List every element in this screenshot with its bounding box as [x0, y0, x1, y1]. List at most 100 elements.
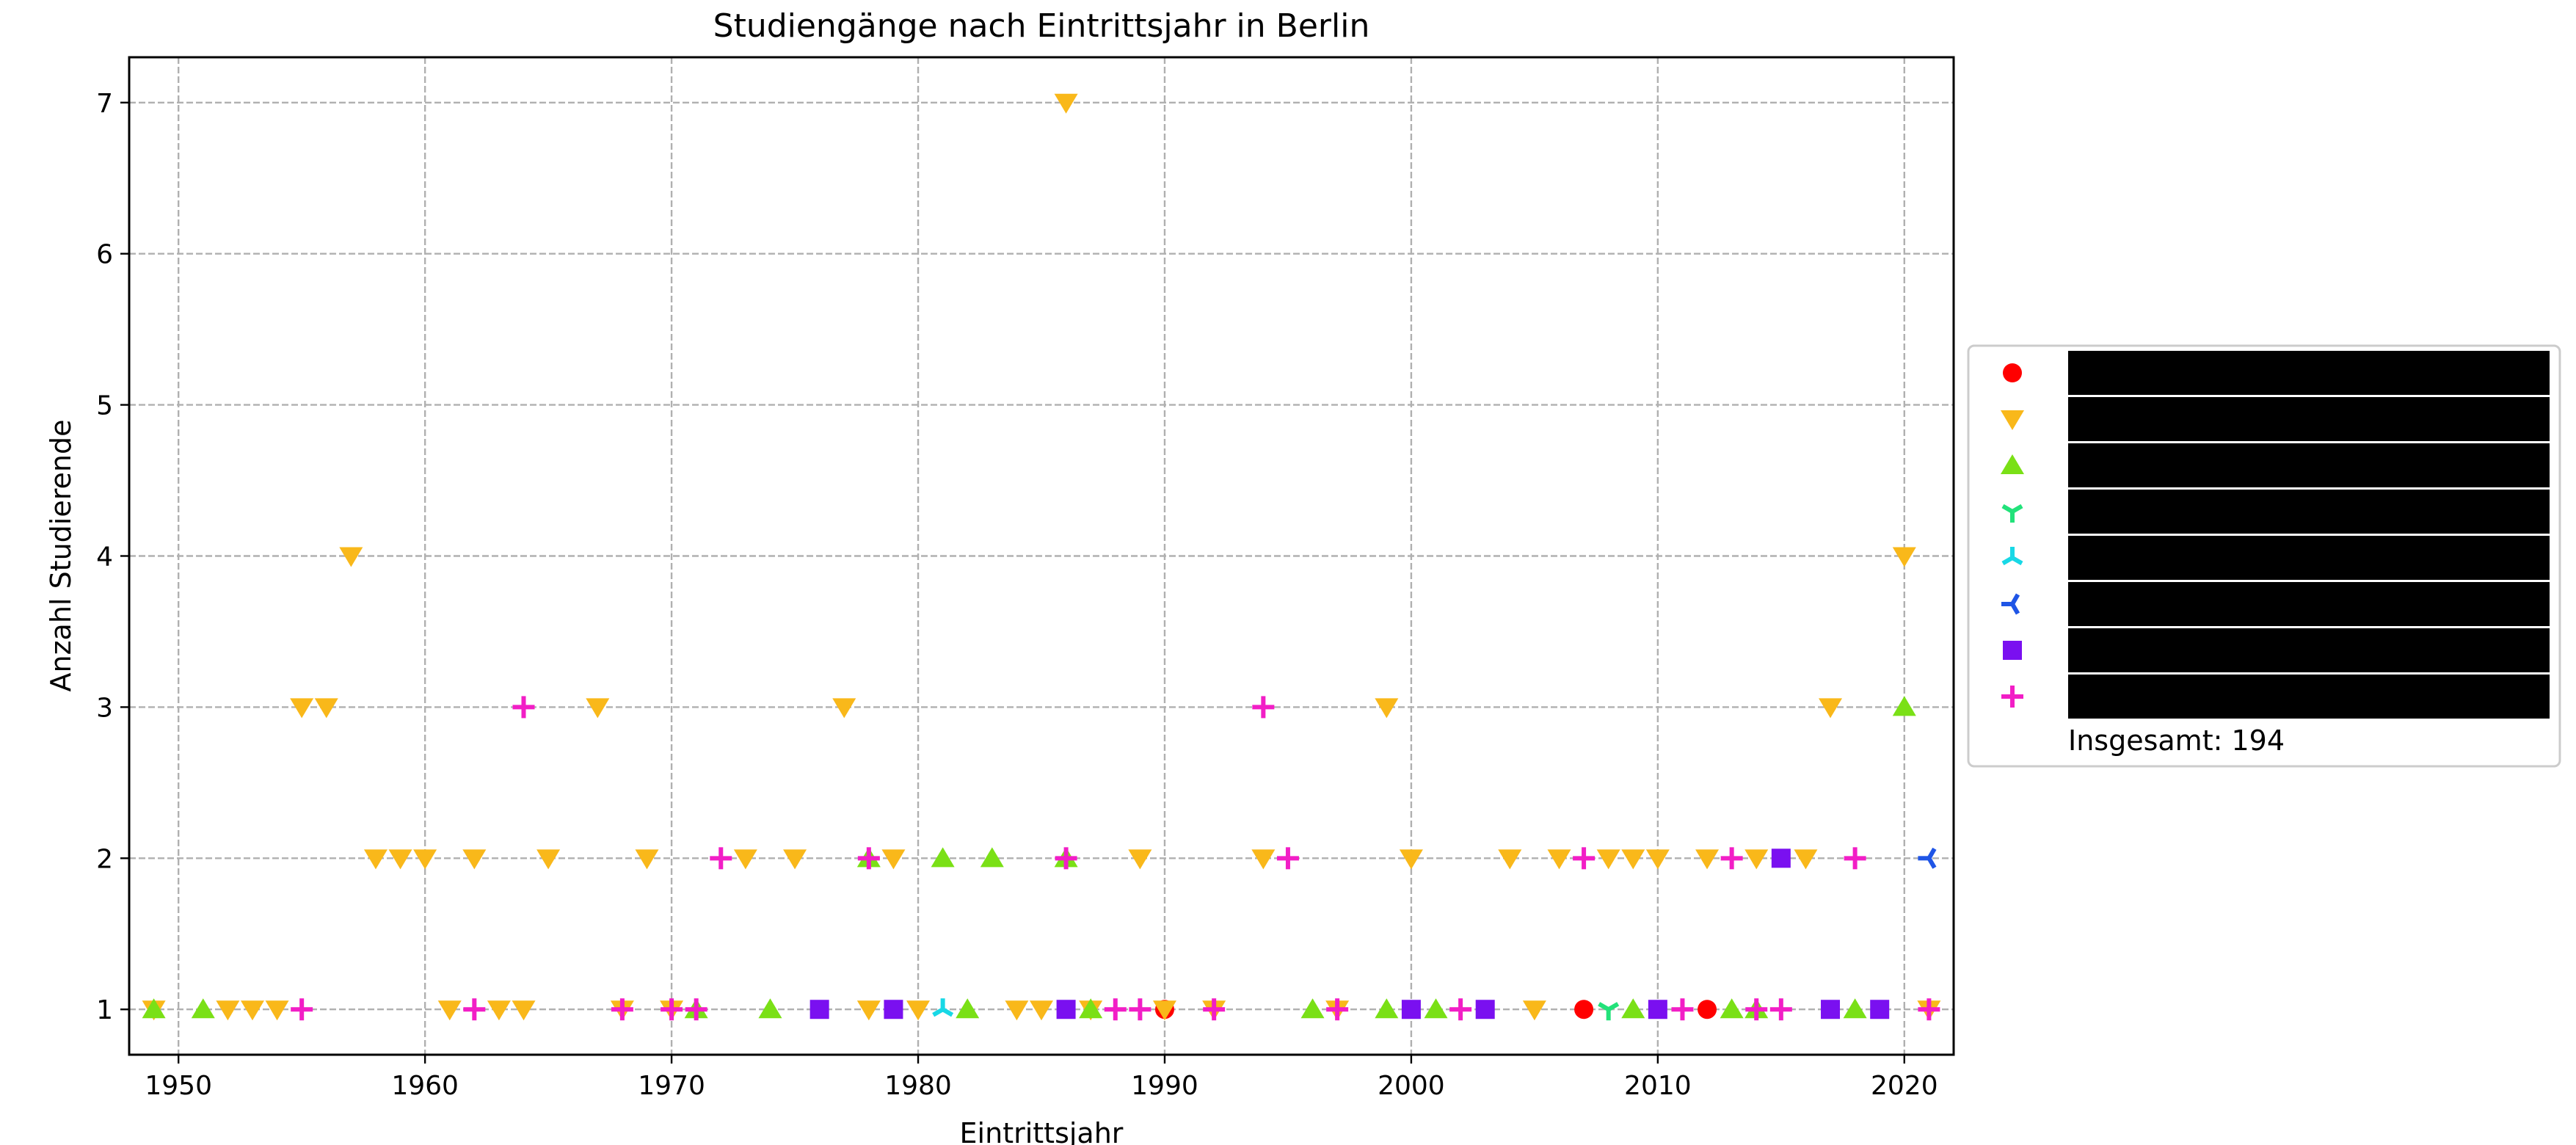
data-point	[611, 998, 633, 1021]
data-point	[1695, 849, 1720, 870]
data-point	[1030, 1000, 1053, 1021]
y-tick-label: 6	[96, 240, 113, 270]
data-point	[1449, 998, 1472, 1021]
data-point	[1005, 1000, 1029, 1021]
data-point	[1498, 849, 1522, 870]
data-point	[1596, 849, 1620, 870]
data-point	[1698, 1000, 1717, 1019]
data-point	[685, 998, 707, 1021]
x-tick-label: 2000	[1378, 1071, 1445, 1101]
data-point	[1648, 1000, 1667, 1019]
data-point	[339, 547, 363, 567]
data-point	[363, 849, 388, 870]
data-point	[884, 1000, 903, 1019]
data-point	[1326, 998, 1349, 1021]
x-tick-label: 1990	[1131, 1071, 1198, 1101]
data-point	[1769, 998, 1792, 1021]
legend-marker	[2001, 454, 2024, 474]
data-point	[487, 1000, 511, 1021]
legend-label-redacted	[2068, 351, 2550, 395]
data-point	[1152, 1000, 1176, 1021]
data-point	[1475, 1000, 1495, 1019]
x-tick-label: 2020	[1871, 1071, 1938, 1101]
legend-marker	[2003, 363, 2022, 382]
data-point	[1645, 849, 1670, 870]
data-point	[1055, 847, 1077, 870]
data-point	[1056, 1000, 1076, 1019]
legend-label-redacted	[2068, 397, 2550, 441]
data-point	[1671, 998, 1694, 1021]
legend-marker	[2001, 547, 2023, 566]
x-tick-label: 1970	[638, 1071, 705, 1101]
data-point	[1892, 696, 1916, 716]
data-point	[1128, 849, 1152, 870]
legend-label-redacted	[2068, 490, 2550, 534]
data-point	[1251, 849, 1276, 870]
data-point	[733, 849, 757, 870]
x-tick-label: 1950	[145, 1071, 212, 1101]
data-point	[1918, 998, 1940, 1021]
x-axis-label: Eintrittsjahr	[960, 1117, 1124, 1145]
data-point	[512, 1000, 536, 1021]
y-tick-label: 4	[96, 542, 113, 572]
legend-marker	[2001, 504, 2023, 523]
data-point	[1252, 696, 1275, 719]
data-points	[142, 93, 1941, 1021]
data-point	[1079, 998, 1103, 1019]
data-point	[536, 849, 561, 870]
data-point	[1203, 998, 1226, 1021]
legend-entries	[2001, 351, 2550, 719]
data-point	[1870, 1000, 1890, 1019]
y-tick-label: 2	[96, 844, 113, 874]
legend-label-redacted	[2068, 582, 2550, 626]
data-point	[956, 998, 980, 1019]
chart-title: Studiengänge nach Eintrittsjahr in Berli…	[713, 7, 1370, 45]
data-point	[1399, 849, 1423, 870]
data-point	[586, 698, 610, 719]
data-point	[1918, 847, 1937, 869]
legend-marker	[2001, 593, 2020, 615]
data-point	[1821, 1000, 1841, 1019]
data-point	[710, 847, 732, 870]
data-point	[783, 849, 807, 870]
data-point	[1300, 998, 1325, 1019]
data-point	[216, 1000, 240, 1021]
y-tick-label: 3	[96, 693, 113, 723]
legend-label-redacted	[2068, 628, 2550, 672]
data-point	[388, 849, 412, 870]
x-tick-label: 1960	[391, 1071, 459, 1101]
data-point	[1424, 998, 1448, 1019]
x-tick-label: 1980	[884, 1071, 952, 1101]
axis-ticks: 1950 1960 1970 1980 1990 2000 2010 2020 1 2 3 4 5 6 7	[96, 89, 1938, 1101]
data-point	[856, 1000, 881, 1021]
legend-marker	[2003, 641, 2022, 660]
data-point	[980, 847, 1004, 868]
data-point	[512, 696, 535, 719]
data-point	[832, 698, 856, 719]
data-point	[413, 849, 437, 870]
y-axis-label: Anzahl Studierende	[45, 420, 77, 692]
data-point	[1401, 1000, 1421, 1019]
data-point	[1375, 698, 1399, 719]
legend-total: Insgesamt: 194	[2068, 724, 2285, 757]
data-point	[635, 849, 659, 870]
x-tick-label: 2010	[1624, 1071, 1692, 1101]
data-point	[1744, 849, 1769, 870]
data-point	[1819, 698, 1843, 719]
data-point	[1844, 847, 1866, 870]
data-point	[758, 998, 782, 1019]
data-point	[1892, 547, 1916, 567]
legend: Insgesamt: 194	[1967, 344, 2561, 768]
legend-label-redacted	[2068, 536, 2550, 580]
data-point	[1621, 998, 1645, 1019]
data-point	[1574, 1000, 1594, 1019]
data-point	[191, 998, 215, 1019]
data-point	[314, 698, 338, 719]
data-point	[1598, 1002, 1620, 1021]
data-point	[661, 998, 683, 1021]
data-point	[1794, 849, 1818, 870]
data-point	[265, 1000, 289, 1021]
data-point	[1621, 849, 1645, 870]
y-tick-label: 5	[96, 391, 113, 421]
